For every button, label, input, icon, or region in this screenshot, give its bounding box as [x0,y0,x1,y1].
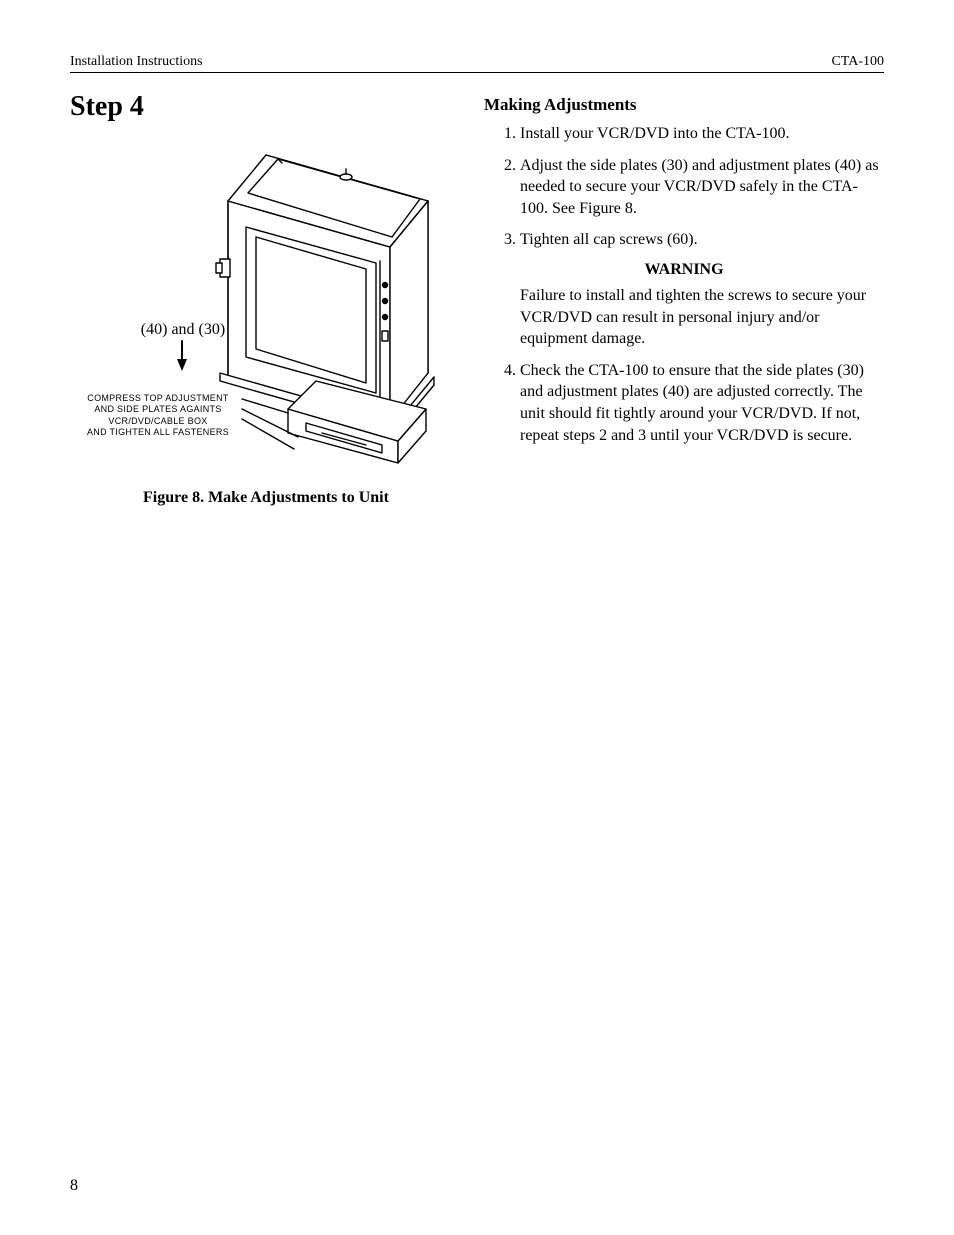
warning-body: Failure to install and tighten the screw… [520,285,884,350]
instruction-item: Check the CTA-100 to ensure that the sid… [520,360,884,446]
callout-line: AND TIGHTEN ALL FASTENERS [70,427,246,438]
right-column: Making Adjustments Install your VCR/DVD … [484,91,884,507]
warning-title: WARNING [484,261,884,279]
figure-caption: Figure 8. Make Adjustments to Unit [70,489,462,507]
figure-8: (40) and (30) COMPRESS TOP ADJUSTMENT AN… [70,141,462,507]
step-title: Step 4 [70,91,462,123]
header-right: CTA-100 [831,54,884,70]
callout-line: VCR/DVD/CABLE BOX [70,416,246,427]
header-left: Installation Instructions [70,54,203,70]
instruction-list: Install your VCR/DVD into the CTA-100. A… [484,123,884,251]
left-column: Step 4 [70,91,462,507]
section-title: Making Adjustments [484,95,884,115]
page-header: Installation Instructions CTA-100 [70,54,884,73]
figure-callout-label: (40) and (30) [136,321,230,339]
instruction-item: Install your VCR/DVD into the CTA-100. [520,123,884,145]
callout-line: AND SIDE PLATES AGAINTS [70,404,246,415]
instruction-list-cont: Check the CTA-100 to ensure that the sid… [484,360,884,446]
page-number: 8 [70,1177,78,1195]
instruction-item: Tighten all cap screws (60). [520,229,884,251]
page: Installation Instructions CTA-100 Step 4 [0,0,954,1235]
content-columns: Step 4 [70,91,884,507]
callout-line: COMPRESS TOP ADJUSTMENT [70,393,246,404]
instruction-item: Adjust the side plates (30) and adjustme… [520,155,884,220]
figure-callout-text: COMPRESS TOP ADJUSTMENT AND SIDE PLATES … [70,393,246,438]
